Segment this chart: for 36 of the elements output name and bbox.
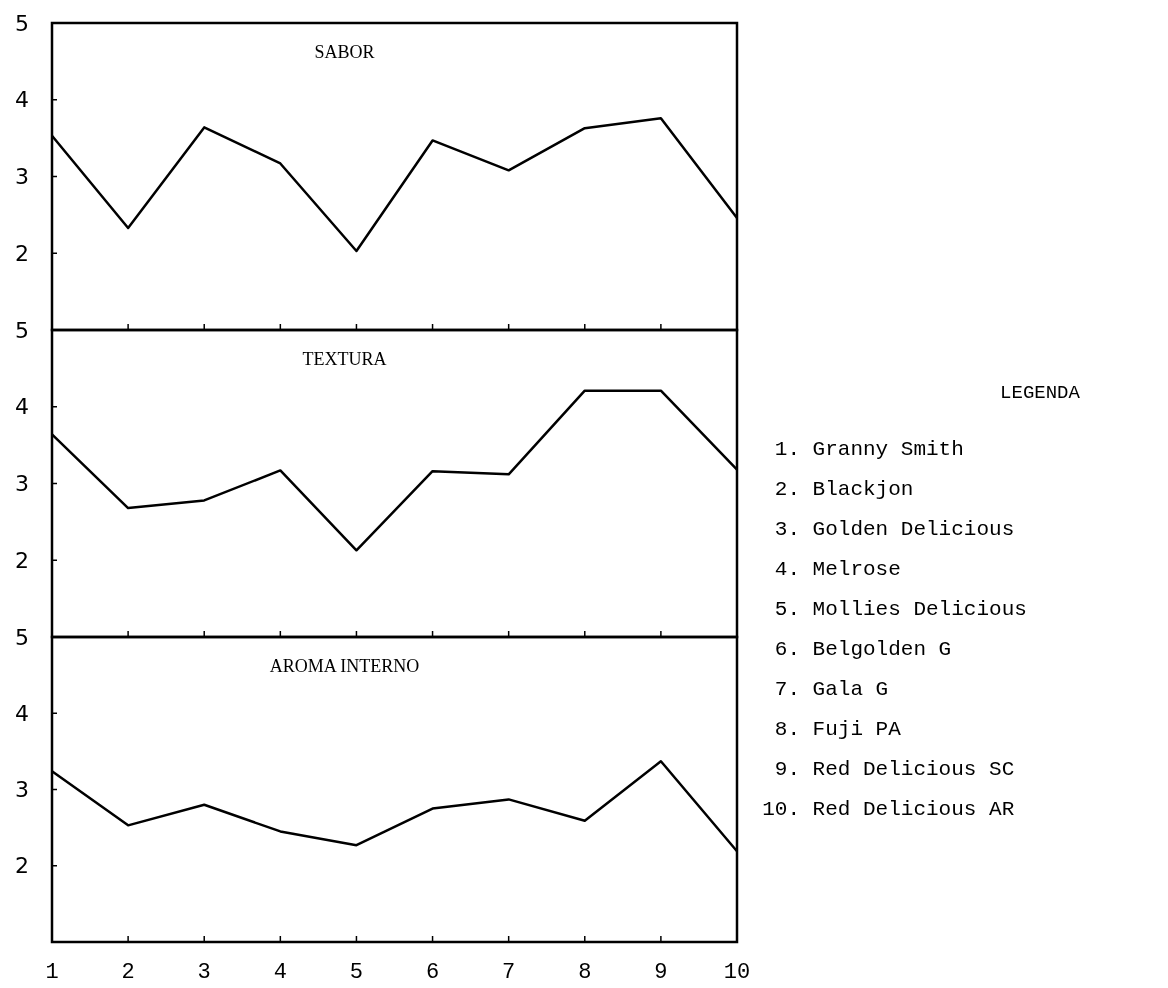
text: 8. Fuji PA	[774, 718, 902, 741]
text: 10. Red Delicious AR	[762, 798, 1015, 821]
text: TEXTURA	[302, 349, 387, 369]
y-tick-label: 2	[15, 547, 29, 573]
x-tick-label: 7	[502, 960, 516, 985]
x-tick-label: 9	[654, 960, 668, 985]
x-tick-label: 1	[45, 960, 59, 985]
y-tick-label: 2	[15, 240, 29, 266]
text: 9. Red Delicious SC	[774, 758, 1015, 781]
text: 7. Gala G	[774, 678, 889, 701]
y-tick-label: 3	[15, 471, 29, 497]
y-tick-label: 3	[15, 164, 29, 190]
y-tick-label: 2	[15, 853, 29, 879]
y-tick-label: 5	[15, 317, 29, 343]
x-tick-label: 2	[121, 960, 135, 985]
x-tick-label: 4	[273, 960, 287, 985]
y-tick-label: 5	[15, 624, 29, 650]
text: 6. Belgolden G	[774, 638, 952, 661]
x-tick-label: 10	[723, 960, 751, 985]
y-tick-label: 3	[15, 777, 29, 803]
text: 2. Blackjon	[774, 478, 914, 501]
x-tick-label: 5	[349, 960, 364, 985]
text: 5. Mollies Delicious	[774, 598, 1027, 621]
text: AROMA INTERNO	[269, 656, 420, 676]
x-tick-label: 3	[197, 960, 211, 985]
text: LEGENDA	[1000, 382, 1081, 404]
text: 4. Melrose	[774, 558, 901, 581]
y-tick-label: 4	[15, 700, 29, 726]
x-tick-label: 8	[578, 960, 592, 985]
text: SABOR	[314, 42, 375, 62]
y-tick-label: 5	[15, 10, 29, 36]
text: 1. Granny Smith	[774, 438, 964, 461]
text: 3. Golden Delicious	[774, 518, 1015, 541]
x-tick-label: 6	[425, 960, 440, 985]
y-tick-label: 4	[15, 394, 29, 420]
y-tick-label: 4	[15, 87, 29, 113]
